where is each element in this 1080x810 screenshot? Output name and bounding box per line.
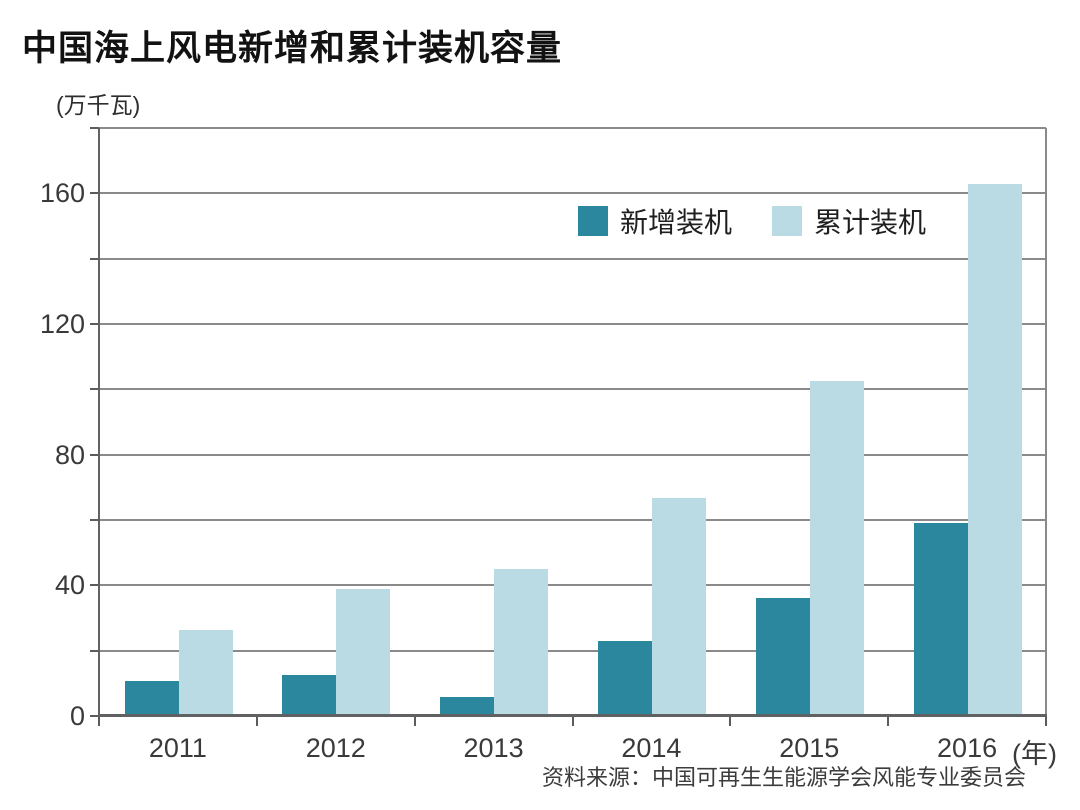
gridline-20: [99, 649, 1046, 652]
plot-area: 2016 2015 2014 2013 2012 2011 160 120 80 40 0 新增装机…: [40, 127, 1047, 763]
x-axis-tick-4: [729, 716, 732, 726]
y-tick-label-160: 160: [39, 178, 85, 209]
legend-label-new-installed: 新增装机: [620, 207, 733, 238]
y-tick-label-0: 0: [69, 701, 85, 731]
gridline-120: [99, 323, 1046, 325]
gridline-40: [99, 584, 1046, 587]
y-axis-tick-60: [90, 519, 99, 521]
y-axis-tick-140: [90, 257, 99, 260]
y-axis-tick-120: [90, 323, 99, 325]
y-axis-unit-label: (万千瓦): [56, 92, 141, 118]
y-axis-tick-100: [90, 388, 99, 391]
gridline-180: [99, 127, 1046, 129]
gridline-100: [99, 388, 1046, 391]
gridline-160: [99, 192, 1046, 195]
x-axis-line: [98, 714, 1047, 717]
plot-right-border: [1045, 128, 1047, 717]
x-axis-tick-2: [413, 716, 416, 726]
x-axis-tick-5: [887, 716, 890, 726]
gridline-140: [99, 257, 1046, 260]
bar-new-2013: [440, 696, 495, 716]
legend: 新增装机 累计装机: [578, 201, 926, 241]
bar-new-2014: [598, 641, 652, 716]
x-axis-tick-1: [255, 716, 258, 726]
bar-new-2011: [124, 680, 179, 716]
legend-item-cumulative: 累计装机: [772, 201, 926, 241]
legend-swatch-cumulative-installed: [772, 206, 803, 236]
bar-new-2016: [913, 523, 968, 716]
bar-cumulative-2016: [967, 183, 1022, 716]
x-tick-label-2012: 2012: [305, 733, 366, 763]
chart-title: 中国海上风电新增和累计装机容量: [22, 29, 563, 68]
x-axis-tick-3: [571, 716, 574, 726]
x-tick-label-2013: 2013: [463, 733, 524, 763]
y-tick-label-40: 40: [54, 570, 85, 601]
x-tick-label-2016: 2016: [937, 733, 998, 763]
y-axis-tick-160: [90, 192, 99, 195]
y-axis-line: [98, 128, 100, 717]
y-tick-label-120: 120: [39, 309, 85, 339]
y-axis-tick-80: [90, 453, 99, 456]
legend-label-cumulative-installed: 累计装机: [814, 207, 927, 238]
bar-cumulative-2015: [809, 380, 864, 716]
bar-cumulative-2013: [494, 569, 549, 716]
bar-cumulative-2012: [336, 588, 391, 716]
bar-new-2015: [755, 598, 810, 716]
y-axis-tick-40: [90, 584, 99, 587]
bar-cumulative-2011: [178, 630, 233, 716]
y-tick-label-80: 80: [54, 439, 85, 470]
source-note: 资料来源：中国可再生生能源学会风能专业委员会: [541, 765, 1026, 790]
x-axis-unit-label: (年): [1012, 739, 1057, 769]
bar-cumulative-2014: [652, 498, 706, 716]
y-axis-tick-180: [90, 127, 99, 129]
bar-new-2012: [282, 674, 337, 716]
legend-swatch-new-installed: [578, 206, 608, 236]
y-axis-tick-20: [90, 649, 99, 652]
x-tick-label-2014: 2014: [621, 733, 682, 763]
x-tick-label-2015: 2015: [779, 733, 840, 763]
gridline-80: [99, 453, 1046, 456]
x-axis-tick-6: [1045, 716, 1047, 726]
x-axis-tick-0: [98, 716, 100, 726]
y-axis-tick-0: [90, 715, 99, 717]
gridline-60: [99, 519, 1046, 521]
x-tick-label-2011: 2011: [148, 733, 207, 763]
legend-item-new: 新增装机: [578, 201, 732, 241]
